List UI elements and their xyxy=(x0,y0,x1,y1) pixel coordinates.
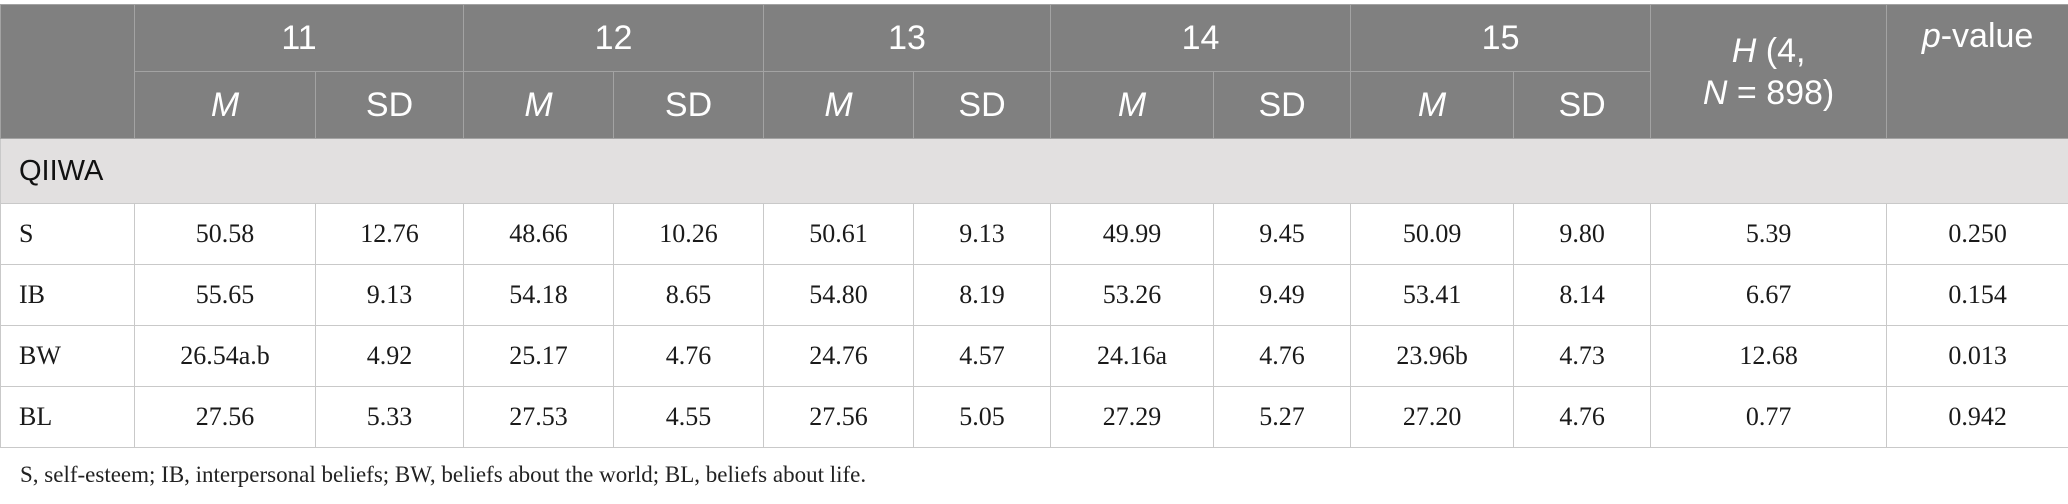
cell: 27.56 xyxy=(134,386,316,448)
cell: 8.19 xyxy=(913,264,1052,326)
h-statistic-header: H (4, N = 898) xyxy=(1650,4,1888,139)
group-header: 13 xyxy=(763,4,1052,72)
table-row: IB 55.65 9.13 54.18 8.65 54.80 8.19 53.2… xyxy=(0,264,2068,326)
cell: 5.05 xyxy=(913,386,1052,448)
table-row: BW 26.54a.b 4.92 25.17 4.76 24.76 4.57 2… xyxy=(0,325,2068,387)
cell: 8.65 xyxy=(613,264,765,326)
cell: 4.76 xyxy=(613,325,765,387)
cell: 49.99 xyxy=(1050,203,1215,265)
section-title: QIIWA xyxy=(0,138,2068,204)
sd-header: SD xyxy=(913,71,1052,139)
group-header: 11 xyxy=(133,4,465,72)
cell: 54.18 xyxy=(463,264,615,326)
row-label: BL xyxy=(0,386,135,448)
table-footnote: S, self-esteem; IB, interpersonal belief… xyxy=(20,462,867,487)
cell: 50.09 xyxy=(1350,203,1515,265)
cell: 4.73 xyxy=(1513,325,1652,387)
mean-header: M xyxy=(1050,71,1215,139)
mean-header: M xyxy=(134,71,316,139)
p-value-header: p-value xyxy=(1886,4,2068,139)
cell: 9.45 xyxy=(1213,203,1352,265)
sd-header: SD xyxy=(613,71,765,139)
sd-header: SD xyxy=(314,71,465,139)
cell: 9.49 xyxy=(1213,264,1352,326)
group-header: 15 xyxy=(1350,4,1652,72)
cell: 24.16a xyxy=(1050,325,1215,387)
corner-cell xyxy=(0,4,135,139)
h-value: 12.68 xyxy=(1650,325,1888,387)
table-row: S 50.58 12.76 48.66 10.26 50.61 9.13 49.… xyxy=(0,203,2068,265)
cell: 53.26 xyxy=(1050,264,1215,326)
cell: 12.76 xyxy=(314,203,465,265)
p-value: 0.154 xyxy=(1886,264,2068,326)
row-label: BW xyxy=(0,325,135,387)
mean-header: M xyxy=(463,71,615,139)
h-value: 0.77 xyxy=(1650,386,1888,448)
sd-header: SD xyxy=(1513,71,1652,139)
cell: 25.17 xyxy=(463,325,615,387)
p-value: 0.013 xyxy=(1886,325,2068,387)
cell: 50.58 xyxy=(134,203,316,265)
p-value: 0.942 xyxy=(1886,386,2068,448)
h-value: 5.39 xyxy=(1650,203,1888,265)
row-label: IB xyxy=(0,264,135,326)
cell: 27.53 xyxy=(463,386,615,448)
cell: 9.13 xyxy=(314,264,465,326)
h-value: 6.67 xyxy=(1650,264,1888,326)
table-row: BL 27.56 5.33 27.53 4.55 27.56 5.05 27.2… xyxy=(0,386,2068,448)
table-header: 11 12 13 14 15 H (4, N = 898) p-value M S… xyxy=(0,4,2068,139)
cell: 50.61 xyxy=(763,203,915,265)
cell: 4.76 xyxy=(1213,325,1352,387)
results-table: 11 12 13 14 15 H (4, N = 898) p-value M S… xyxy=(0,4,2068,448)
cell: 5.33 xyxy=(314,386,465,448)
cell: 9.80 xyxy=(1513,203,1652,265)
cell: 9.13 xyxy=(913,203,1052,265)
cell: 27.56 xyxy=(763,386,915,448)
sd-header: SD xyxy=(1213,71,1352,139)
cell: 10.26 xyxy=(613,203,765,265)
cell: 4.55 xyxy=(613,386,765,448)
mean-header: M xyxy=(763,71,915,139)
table-body: QIIWA S 50.58 12.76 48.66 10.26 50.61 9.… xyxy=(0,138,2068,448)
cell: 4.57 xyxy=(913,325,1052,387)
p-value: 0.250 xyxy=(1886,203,2068,265)
cell: 4.76 xyxy=(1513,386,1652,448)
cell: 53.41 xyxy=(1350,264,1515,326)
row-label: S xyxy=(0,203,135,265)
mean-header: M xyxy=(1350,71,1515,139)
cell: 54.80 xyxy=(763,264,915,326)
cell: 27.20 xyxy=(1350,386,1515,448)
group-header: 14 xyxy=(1050,4,1352,72)
cell: 26.54a.b xyxy=(134,325,316,387)
cell: 8.14 xyxy=(1513,264,1652,326)
cell: 5.27 xyxy=(1213,386,1352,448)
cell: 48.66 xyxy=(463,203,615,265)
cell: 4.92 xyxy=(314,325,465,387)
cell: 27.29 xyxy=(1050,386,1215,448)
group-header: 12 xyxy=(463,4,765,72)
cell: 23.96b xyxy=(1350,325,1515,387)
cell: 24.76 xyxy=(763,325,915,387)
cell: 55.65 xyxy=(134,264,316,326)
